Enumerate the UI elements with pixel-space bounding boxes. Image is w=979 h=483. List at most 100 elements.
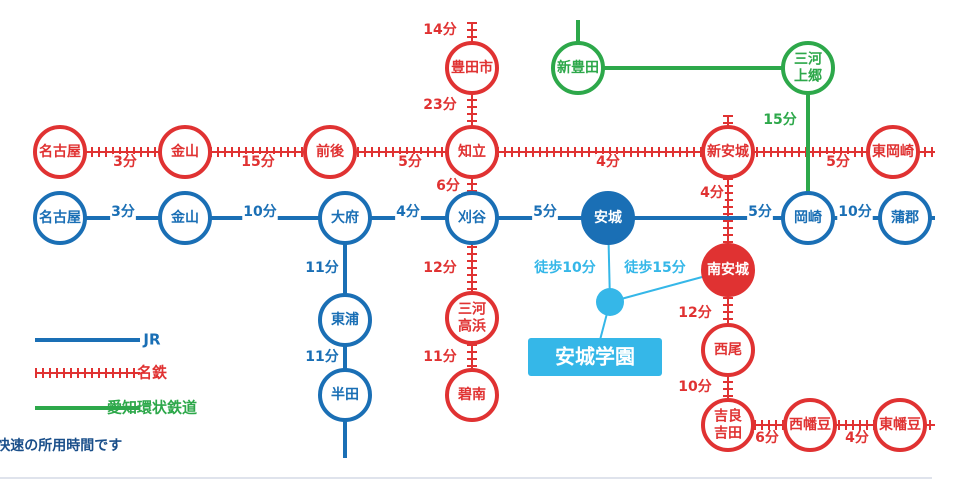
station-circle — [445, 41, 499, 95]
travel-time: 5分 — [398, 154, 422, 170]
station-circle — [158, 191, 212, 245]
travel-time: 6分 — [436, 178, 460, 194]
station-name: 高浜 — [458, 318, 486, 335]
travel-time: 4分 — [396, 204, 420, 220]
time-bg — [435, 178, 461, 194]
station-name: 三河 — [458, 301, 486, 318]
destination-label: 安城学園 — [555, 345, 635, 369]
time-bg — [397, 154, 423, 170]
travel-time: 11分 — [305, 260, 338, 276]
station-name: 三河 — [794, 51, 822, 68]
time-bg — [762, 112, 798, 128]
station-name: 岡崎 — [794, 209, 822, 226]
travel-time: 4分 — [596, 154, 620, 170]
time-bg — [595, 154, 621, 170]
station-name: 東岡崎 — [872, 143, 914, 160]
station-name: 東浦 — [331, 311, 359, 328]
station-circle — [866, 125, 920, 179]
station-name: 前後 — [316, 143, 345, 160]
station-circle — [33, 191, 87, 245]
time-bg — [677, 379, 713, 395]
travel-time: 15分 — [241, 154, 274, 170]
time-bg — [395, 204, 421, 220]
station-name: 刈谷 — [458, 209, 487, 226]
travel-time: 徒歩15分 — [623, 259, 685, 276]
time-bg — [532, 204, 558, 220]
travel-time: 11分 — [423, 349, 456, 365]
legend-label: JR — [142, 331, 161, 349]
time-bg — [304, 349, 340, 365]
station-circle — [445, 125, 499, 179]
station-circle — [318, 368, 372, 422]
time-bg — [242, 204, 278, 220]
travel-time: 5分 — [748, 204, 772, 220]
travel-time: 10分 — [243, 204, 276, 220]
travel-time: 14分 — [423, 22, 456, 38]
destination-box — [528, 338, 662, 376]
time-bg — [304, 260, 340, 276]
station-name: 名古屋 — [39, 209, 81, 226]
travel-time: 徒歩10分 — [533, 259, 595, 276]
station-circle — [701, 323, 755, 377]
legend-label: 名鉄 — [137, 364, 167, 382]
time-bg — [837, 204, 873, 220]
time-bg — [422, 22, 458, 38]
station-circle — [781, 41, 835, 95]
station-circle — [33, 125, 87, 179]
time-bg — [754, 430, 780, 446]
station-circle — [873, 398, 927, 452]
time-bg — [422, 97, 458, 113]
station-name: 西幡豆 — [789, 416, 831, 433]
travel-time: 4分 — [845, 430, 869, 446]
time-bg — [422, 349, 458, 365]
station-circle — [445, 368, 499, 422]
station-name: 南安城 — [707, 261, 749, 278]
station-name: 吉良 — [714, 408, 742, 425]
travel-time: 5分 — [826, 154, 850, 170]
station-circle — [445, 191, 499, 245]
note: ※ JRは快速の所用時間です — [0, 437, 122, 454]
legend-label: 愛知環状鉄道 — [107, 399, 197, 417]
station-name: 蒲郡 — [891, 209, 919, 226]
station-name: 新豊田 — [557, 59, 599, 76]
time-bg — [699, 185, 725, 201]
station-name: 西尾 — [714, 342, 742, 358]
travel-time: 11分 — [305, 349, 338, 365]
station-name: 東幡豆 — [879, 416, 921, 433]
travel-time: 12分 — [423, 260, 456, 276]
time-bg — [844, 430, 870, 446]
destination-dot — [596, 288, 624, 316]
station-name: 大府 — [331, 209, 359, 226]
travel-time: 4分 — [700, 185, 724, 201]
station-name: 半田 — [331, 386, 359, 403]
station-circle — [318, 293, 372, 347]
station-name: 新安城 — [707, 143, 749, 160]
time-bg — [677, 305, 713, 321]
station-name: 吉田 — [714, 425, 742, 442]
time-bg — [112, 154, 138, 170]
station-circle — [878, 191, 932, 245]
travel-time: 3分 — [111, 204, 135, 220]
station-name: 豊田市 — [451, 59, 493, 76]
travel-time: 3分 — [113, 154, 137, 170]
station-circle — [303, 125, 357, 179]
station-circle — [781, 191, 835, 245]
station-circle — [701, 243, 755, 297]
station-circle — [581, 191, 635, 245]
station-name: 碧南 — [457, 386, 486, 403]
time-bg — [240, 154, 276, 170]
station-name: 安城 — [594, 209, 622, 226]
travel-time: 10分 — [678, 379, 711, 395]
station-circle — [158, 125, 212, 179]
station-name: 上郷 — [794, 69, 822, 85]
station-circle — [318, 191, 372, 245]
time-bg — [422, 260, 458, 276]
travel-time: 6分 — [755, 430, 779, 446]
time-bg — [110, 204, 136, 220]
time-bg — [747, 204, 773, 220]
travel-time: 15分 — [763, 112, 796, 128]
time-bg — [825, 154, 851, 170]
station-circle — [701, 125, 755, 179]
travel-time: 5分 — [533, 204, 557, 220]
